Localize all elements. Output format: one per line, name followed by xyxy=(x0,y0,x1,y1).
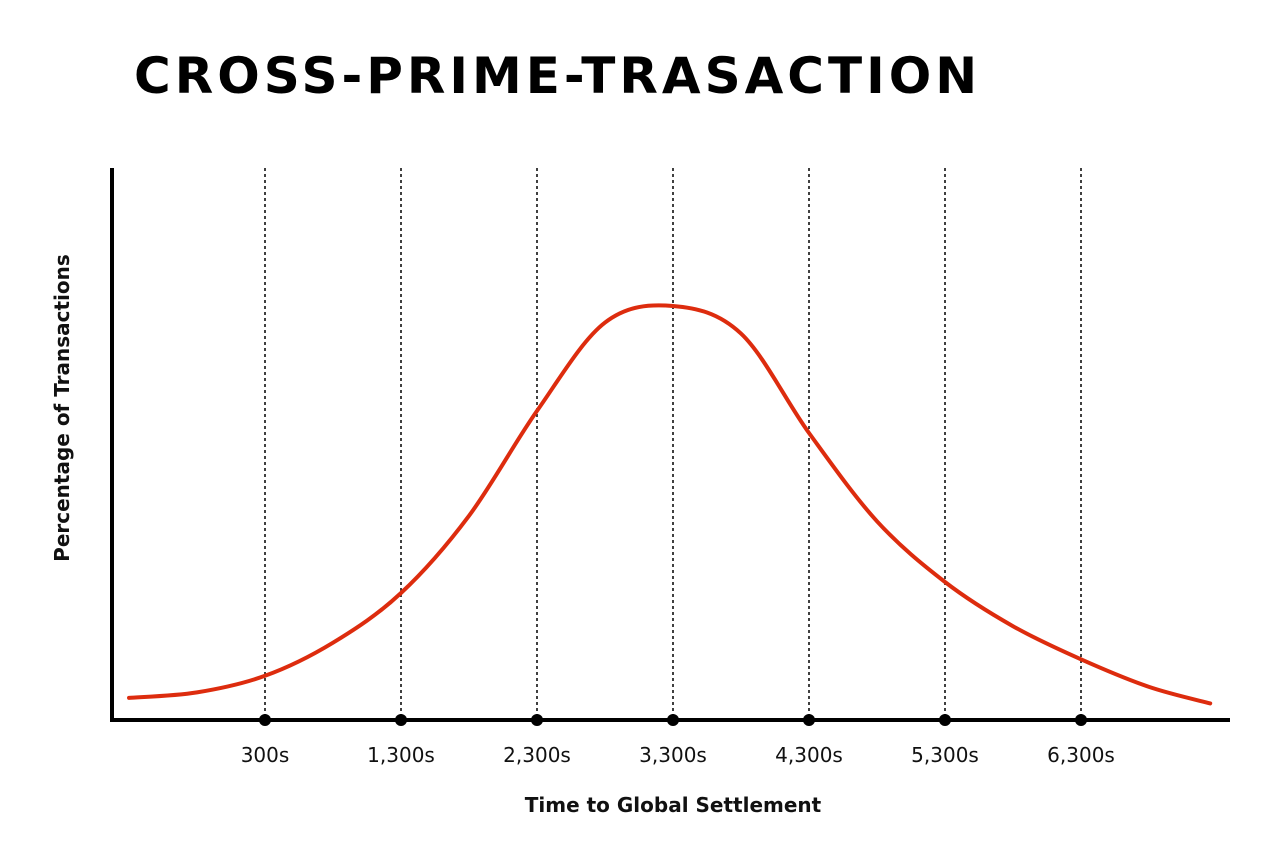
y-axis-label: Percentage of Transactions xyxy=(50,254,74,562)
x-tick-marker xyxy=(667,714,679,726)
distribution-curve xyxy=(127,303,1213,706)
x-tick-marker xyxy=(1075,714,1087,726)
x-tick-marker xyxy=(259,714,271,726)
x-tick-label: 5,300s xyxy=(911,743,979,767)
x-axis-label: Time to Global Settlement xyxy=(525,793,822,817)
x-tick-label: 6,300s xyxy=(1047,743,1115,767)
grid-lines xyxy=(264,168,1082,720)
x-tick-marker xyxy=(531,714,543,726)
x-tick-label: 2,300s xyxy=(503,743,571,767)
x-tick-marker xyxy=(803,714,815,726)
x-tick-label: 4,300s xyxy=(775,743,843,767)
x-ticks: 300s 1,300s 2,300s 3,300s 4,300s 5,300s 6,300s xyxy=(241,714,1115,767)
x-tick-label: 3,300s xyxy=(639,743,707,767)
chart-title: CROSS-PRIME-TRASACTION xyxy=(134,47,982,105)
x-tick-marker xyxy=(395,714,407,726)
x-tick-label: 300s xyxy=(241,743,290,767)
x-tick-label: 1,300s xyxy=(367,743,435,767)
x-tick-marker xyxy=(939,714,951,726)
